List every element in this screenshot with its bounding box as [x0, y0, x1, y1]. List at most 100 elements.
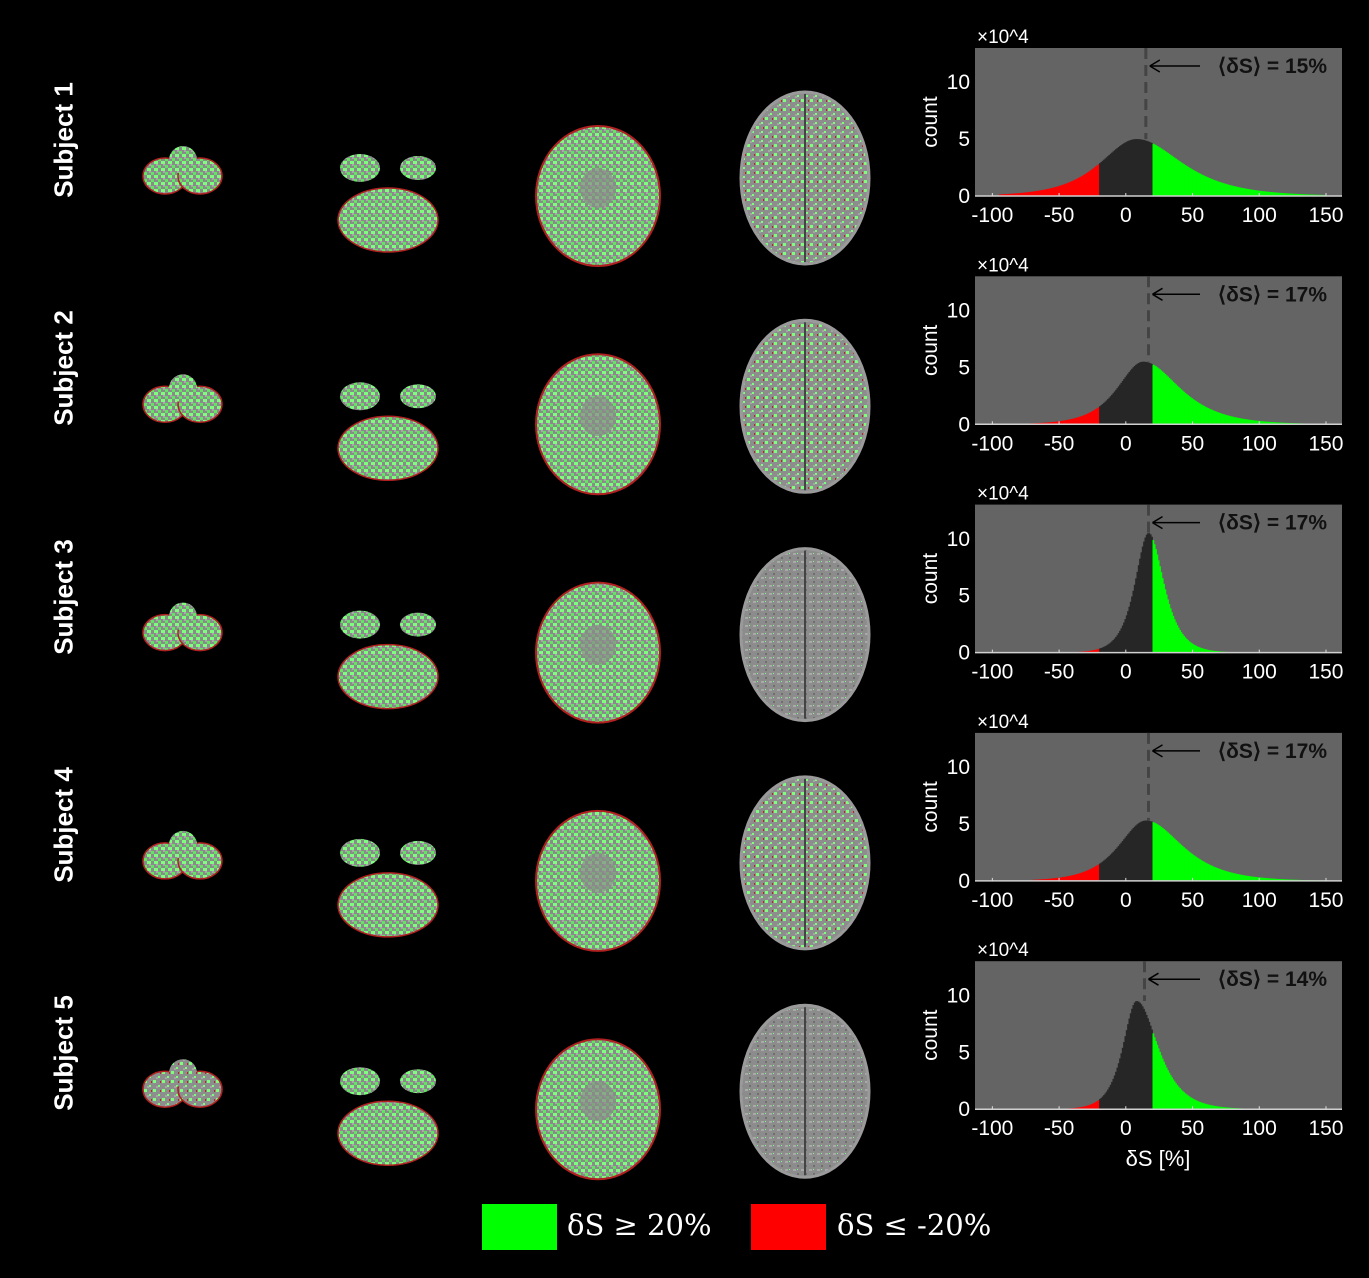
histogram-bar [1079, 177, 1081, 196]
histogram-bar [1176, 385, 1179, 425]
histogram-bar [1120, 628, 1123, 653]
histogram-bar [1212, 410, 1215, 425]
histogram-bar [1059, 185, 1061, 196]
histogram-bar [1239, 418, 1241, 425]
histogram-bar [1131, 1008, 1133, 1110]
histogram-bar [1223, 414, 1225, 425]
histogram-bar [1269, 878, 1272, 881]
histogram-bar [1213, 410, 1216, 425]
histogram-bar [1184, 637, 1187, 653]
histogram-bar [1243, 418, 1245, 425]
histogram-bar [1161, 578, 1164, 653]
histogram-bar [1261, 421, 1264, 425]
histogram-bar [1187, 166, 1189, 196]
mean-annotation: ⟨δS⟩ = 17% [1218, 512, 1327, 535]
histogram-bar [1197, 1101, 1200, 1110]
histogram-bar [1232, 185, 1235, 196]
histogram-bar [1100, 862, 1103, 881]
brain-row [142, 318, 871, 496]
brain-slice-upper [739, 1003, 871, 1179]
histogram-bar [1213, 650, 1216, 653]
histogram-bar [1279, 422, 1282, 425]
histogram-bar [1140, 361, 1143, 425]
histogram-bar [1203, 861, 1205, 881]
histogram-bar [1025, 192, 1028, 196]
histogram-bar [1141, 546, 1144, 653]
histogram-bar [1268, 878, 1271, 881]
histogram-bar [1100, 161, 1103, 196]
histogram-bar [1281, 879, 1284, 881]
histogram-bar [1043, 879, 1045, 881]
histogram-bar [1093, 1102, 1096, 1110]
histogram-bar [1212, 650, 1215, 653]
histogram-bar [1225, 1107, 1228, 1110]
histogram-bar [1176, 1085, 1179, 1110]
histogram-bar [1136, 363, 1139, 425]
histogram-bar [1144, 140, 1147, 196]
arrow-head-icon [1148, 972, 1159, 986]
brain-slice-lower [337, 382, 439, 482]
histogram-bar [1192, 399, 1195, 425]
histogram-bar [1113, 150, 1116, 196]
histogram-bar [1179, 388, 1181, 425]
histogram-bar [1251, 420, 1253, 425]
legend-swatch-positive [482, 1204, 557, 1250]
histogram-bar [1067, 876, 1069, 881]
histogram-bar [1163, 828, 1165, 881]
histogram-bar [1251, 876, 1253, 881]
histogram-bar [1136, 139, 1139, 196]
histogram-bar [1280, 422, 1283, 425]
histogram-bar [1171, 1077, 1173, 1110]
histogram-bar [1148, 362, 1151, 425]
x-tick-label: 150 [1308, 889, 1343, 912]
histogram-bar [1157, 146, 1160, 196]
histogram-bar [1044, 189, 1047, 196]
row-label-text: Subject 1 [48, 82, 79, 198]
histogram-bar [1047, 422, 1049, 425]
histogram-bar [1131, 596, 1133, 653]
histogram-chart: -100 -50 0 50 100 150 0 5 10 ×10^4 count ⟨δS⟩ = 17% [919, 255, 1344, 455]
histogram-bar [1081, 175, 1084, 196]
histogram-bar [1152, 540, 1155, 653]
histogram-bar [1121, 840, 1124, 881]
histogram-bar [1119, 1058, 1121, 1110]
histogram-bar [1097, 648, 1100, 653]
histogram-bar [1219, 412, 1221, 425]
histogram-bar [1092, 410, 1095, 425]
histogram-bar [1228, 415, 1231, 425]
histogram-bar [1099, 406, 1101, 425]
histogram-bar [1057, 186, 1060, 196]
histogram-bar [1181, 846, 1184, 881]
histogram-bar [1244, 875, 1247, 881]
histogram-bar [1147, 1018, 1149, 1110]
histogram-bar [1139, 822, 1141, 881]
histogram-bar [1079, 416, 1081, 425]
histogram-bar [1231, 872, 1233, 881]
histogram-bar [1241, 187, 1244, 196]
histogram-bar [1205, 176, 1208, 196]
histogram-bar [1148, 820, 1151, 881]
histogram-bar [1099, 163, 1101, 196]
histogram-bar [1241, 875, 1244, 881]
histogram-bar [1101, 404, 1104, 425]
histogram-bar [1084, 871, 1087, 881]
histogram-bar [1105, 157, 1108, 196]
histogram-bar [1183, 164, 1185, 196]
histogram-bar [1261, 877, 1264, 881]
histogram-bar [1137, 565, 1140, 653]
histogram-bar [1192, 1098, 1195, 1110]
histogram-bar [1144, 537, 1147, 653]
histogram-bar [1173, 383, 1176, 425]
histogram-bar [1176, 159, 1179, 196]
histogram-bar [1193, 645, 1196, 653]
histogram-bar [1111, 641, 1113, 653]
histogram-bar [1237, 874, 1240, 881]
histogram-bar [1109, 854, 1112, 881]
histogram-bar [1175, 158, 1177, 196]
histogram-bar [1105, 1091, 1108, 1110]
histogram-bar [1189, 642, 1192, 653]
histogram-bar [1169, 379, 1172, 425]
histogram-bar [1223, 1107, 1225, 1110]
histogram-bar [1228, 184, 1231, 196]
histogram-bar [1081, 872, 1084, 881]
